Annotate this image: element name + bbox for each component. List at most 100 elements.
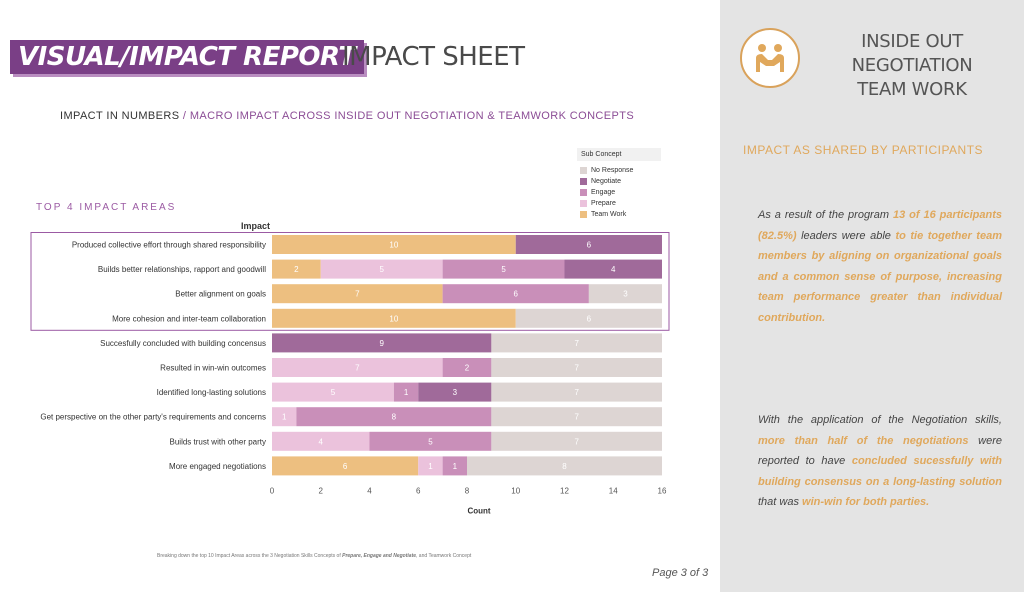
data-label: 5 bbox=[428, 437, 433, 446]
bar-segment bbox=[272, 382, 394, 402]
data-label: 4 bbox=[319, 437, 324, 446]
bar-segment bbox=[418, 382, 492, 402]
top4-highlight-box bbox=[30, 232, 670, 331]
bar-segment bbox=[272, 456, 419, 476]
bar-segment bbox=[296, 407, 492, 427]
body-text: As a result of the program bbox=[758, 209, 893, 221]
bar-segment bbox=[272, 358, 443, 377]
bar-segment bbox=[272, 259, 321, 279]
bar-segment bbox=[467, 456, 662, 476]
data-label: 7 bbox=[355, 364, 360, 373]
data-label: 7 bbox=[574, 388, 579, 397]
bar-segment bbox=[369, 431, 492, 451]
legend-item: Engage bbox=[577, 187, 661, 198]
data-label: 8 bbox=[392, 413, 397, 422]
legend-label: Negotiate bbox=[591, 178, 621, 185]
bar-segment bbox=[320, 259, 443, 279]
bar-segment bbox=[272, 308, 516, 328]
category-label: More cohesion and inter-team collaborati… bbox=[112, 314, 266, 323]
brand-line2: TEAM WORK bbox=[857, 79, 967, 100]
data-label: 1 bbox=[428, 462, 433, 471]
page-title: IMPACT SHEET bbox=[342, 42, 525, 72]
shared-heading: IMPACT AS SHARED BY PARTICIPANTS bbox=[743, 143, 984, 157]
x-tick-label: 10 bbox=[511, 486, 520, 495]
data-label: 7 bbox=[574, 413, 579, 422]
stacked-bar-chart: Produced collective effort through share… bbox=[30, 232, 670, 515]
bar-segment bbox=[393, 382, 419, 402]
bar-segment bbox=[491, 358, 662, 377]
data-label: 5 bbox=[331, 388, 336, 397]
data-label: 10 bbox=[389, 241, 398, 250]
body-text: leaders were able bbox=[796, 229, 896, 242]
x-tick-label: 2 bbox=[319, 486, 324, 495]
legend-item: Negotiate bbox=[577, 176, 661, 187]
bar-segment bbox=[515, 235, 662, 254]
data-label: 3 bbox=[453, 388, 458, 397]
bar-segment bbox=[491, 431, 662, 451]
category-label: Builds better relationships, rapport and… bbox=[98, 265, 266, 274]
data-label: 7 bbox=[355, 290, 360, 299]
legend-item: No Response bbox=[577, 165, 661, 176]
bar-segment bbox=[564, 259, 662, 279]
data-label: 1 bbox=[404, 388, 409, 397]
chart-subheading: IMPACT IN NUMBERS / MACRO IMPACT ACROSS … bbox=[60, 110, 634, 122]
category-label: Produced collective effort through share… bbox=[72, 241, 266, 250]
bar-segment bbox=[272, 431, 370, 451]
x-tick-label: 0 bbox=[270, 486, 275, 495]
x-tick-label: 4 bbox=[367, 486, 372, 495]
highlight-text: to tie together team members by aligning… bbox=[758, 229, 1002, 324]
bar-segment bbox=[491, 333, 662, 353]
legend-item: Prepare bbox=[577, 198, 661, 209]
highlight-text: concluded sucessfully with building cons… bbox=[758, 455, 1002, 488]
subheading-part1: IMPACT IN NUMBERS bbox=[60, 110, 180, 122]
bar-segment bbox=[272, 333, 492, 353]
data-label: 2 bbox=[294, 265, 299, 274]
x-tick-label: 6 bbox=[416, 486, 421, 495]
bar-segment bbox=[442, 259, 565, 279]
impact-paragraph-teamwork: As a result of the program 13 of 16 part… bbox=[758, 205, 1002, 328]
data-label: 1 bbox=[282, 413, 287, 422]
bar-segment bbox=[442, 284, 589, 304]
highlight-text: win-win for both parties. bbox=[802, 496, 930, 508]
bar-segment bbox=[418, 456, 443, 476]
data-label: 10 bbox=[389, 314, 398, 323]
data-label: 4 bbox=[611, 265, 616, 274]
data-label: 6 bbox=[343, 462, 348, 471]
chart-legend: Sub Concept No Response Negotiate Engage Pr… bbox=[577, 148, 661, 220]
data-label: 6 bbox=[587, 314, 592, 323]
impact-paragraph-negotiation: With the application of the Negotiation … bbox=[758, 410, 1002, 513]
page-number: Page 3 of 3 bbox=[652, 567, 709, 579]
legend-title: Sub Concept bbox=[577, 148, 661, 161]
legend-label: Prepare bbox=[591, 200, 616, 207]
footnote-post: , and Teamwork Concept bbox=[416, 553, 472, 559]
category-label: Succesfully concluded with building conc… bbox=[100, 339, 266, 348]
highlight-text: 13 of 16 participants (82.5%) bbox=[758, 209, 1002, 242]
legend-item: Team Work bbox=[577, 209, 661, 220]
bar-segment bbox=[491, 407, 662, 427]
legend-swatch bbox=[580, 200, 587, 207]
report-badge-text: VISUAL/IMPACT REPORT bbox=[18, 42, 356, 72]
body-text: that was bbox=[758, 496, 803, 508]
subheading-part2: / MACRO IMPACT ACROSS INSIDE OUT NEGOTIA… bbox=[179, 110, 635, 122]
bar-segment bbox=[272, 407, 297, 427]
category-label: Better alignment on goals bbox=[175, 290, 266, 299]
category-label: More engaged negotiations bbox=[169, 462, 266, 471]
bar-segment bbox=[442, 456, 467, 476]
category-label: Identified long-lasting solutions bbox=[157, 388, 266, 397]
bar-segment bbox=[588, 284, 662, 304]
bar-segment bbox=[442, 358, 492, 377]
bar-segment bbox=[491, 382, 662, 402]
legend-swatch bbox=[580, 178, 587, 185]
category-label: Resulted in win-win outcomes bbox=[160, 364, 266, 373]
sidebar-panel bbox=[720, 0, 1024, 592]
brand-title: INSIDE OUT NEGOTIATION TEAM WORK bbox=[812, 30, 1012, 102]
data-label: 5 bbox=[379, 265, 384, 274]
data-label: 7 bbox=[574, 339, 579, 348]
legend-label: No Response bbox=[591, 167, 634, 174]
top4-label: TOP 4 IMPACT AREAS bbox=[36, 202, 177, 213]
data-label: 6 bbox=[514, 290, 519, 299]
data-label: 7 bbox=[574, 437, 579, 446]
x-axis-title: Count bbox=[467, 506, 490, 515]
x-tick-label: 12 bbox=[560, 486, 569, 495]
x-tick-label: 8 bbox=[465, 486, 470, 495]
